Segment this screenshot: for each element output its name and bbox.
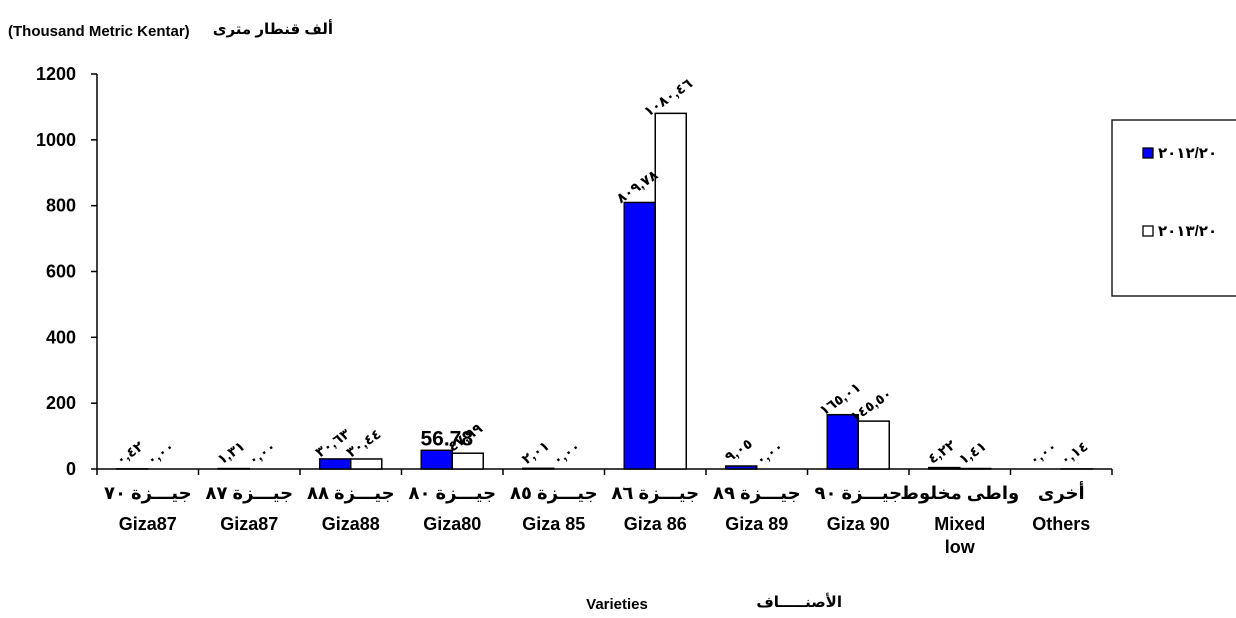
bar-series-1 bbox=[420, 449, 453, 470]
bar-series-1 bbox=[826, 413, 859, 470]
category-label-ar: جيـــزة ٨٦ bbox=[611, 483, 699, 504]
data-label: ٠,٠٠ bbox=[550, 438, 583, 468]
data-label: ٠,١٤ bbox=[1057, 438, 1090, 468]
bar-series-2 bbox=[857, 420, 890, 470]
y-axis: 0 200 400 600 800 1000 1200 bbox=[36, 64, 98, 479]
data-label: ١,٤١ bbox=[956, 437, 989, 467]
data-label: ٨٠٩,٧٨ bbox=[613, 166, 661, 206]
data-label: 56.78 bbox=[420, 427, 473, 450]
category-label-en: Giza80 bbox=[423, 514, 481, 534]
legend-box bbox=[1111, 119, 1236, 297]
x-axis-label-ar: الأصنـــــاف bbox=[756, 593, 842, 611]
category-label-en: Giza88 bbox=[322, 514, 380, 534]
bar-series-1 bbox=[725, 465, 758, 470]
category-label-ar: جيـــزة ٩٠ bbox=[814, 483, 902, 504]
category-label-en: Mixed bbox=[934, 514, 985, 534]
category-label-en: Giza 89 bbox=[725, 514, 788, 534]
legend-swatch bbox=[1142, 225, 1154, 237]
y-tick-label: 0 bbox=[66, 459, 76, 479]
data-label: ٣٠,٤٤ bbox=[343, 425, 383, 460]
category-label-ar: جيـــزة ٨٩ bbox=[713, 483, 801, 504]
bar-series-2 bbox=[654, 112, 687, 470]
category-label-en: Giza 90 bbox=[827, 514, 890, 534]
legend: ٢٠١٢/٢٠ ٢٠١٣/٢٠ bbox=[1111, 119, 1236, 297]
unit-label-en: (Thousand Metric Kentar) bbox=[8, 23, 190, 40]
data-label: ٠,٤٢ bbox=[113, 437, 147, 467]
data-label: ٠,٠٠ bbox=[753, 438, 786, 468]
data-label: ٠,٠٠ bbox=[245, 438, 278, 468]
category-label-ar: جيـــزة ٧٠ bbox=[104, 483, 192, 504]
category-labels: جيـــزة ٧٠ Giza87 جيـــزة ٨٧ Giza87 جيـــزة … bbox=[104, 481, 1090, 557]
category-label-en: Giza 86 bbox=[624, 514, 687, 534]
y-tick-label: 200 bbox=[46, 393, 76, 413]
legend-label: ٢٠١٢/٢٠ bbox=[1158, 145, 1217, 162]
category-label-ar: واطى مخلوط bbox=[900, 483, 1019, 504]
category-label-ar: جيـــزة ٨٠ bbox=[408, 483, 496, 504]
unit-label-ar: ألف قنطار مترى bbox=[213, 19, 333, 38]
data-label: ١,٣١ bbox=[214, 437, 247, 467]
bar-series-1 bbox=[928, 466, 961, 470]
data-label: ٠,٠٠ bbox=[1026, 438, 1059, 468]
bar-series-2 bbox=[451, 452, 484, 470]
data-label: ٣٠,٦٣ bbox=[312, 425, 353, 460]
category-label-en: Giza87 bbox=[220, 514, 278, 534]
legend-swatch bbox=[1142, 147, 1154, 159]
data-label: ٩,٠٥ bbox=[722, 435, 755, 465]
category-label-ar: جيـــزة ٨٧ bbox=[205, 483, 293, 504]
y-tick-label: 1000 bbox=[36, 130, 76, 150]
y-tick-label: 1200 bbox=[36, 64, 76, 84]
y-tick-label: 400 bbox=[46, 327, 76, 347]
y-tick-label: 600 bbox=[46, 262, 76, 282]
bar-series-1 bbox=[319, 458, 352, 470]
category-label-en: Giza87 bbox=[119, 514, 177, 534]
category-label-en: Giza 85 bbox=[522, 514, 585, 534]
category-label-ar: جيـــزة ٨٨ bbox=[307, 483, 395, 504]
bar-series-1 bbox=[522, 467, 555, 470]
category-label-ar: جيـــزة ٨٥ bbox=[510, 483, 598, 504]
data-label: ٤,٢٢ bbox=[925, 436, 959, 466]
x-axis bbox=[96, 468, 1113, 475]
category-label-en: Others bbox=[1032, 514, 1090, 534]
y-tick-label: 800 bbox=[46, 196, 76, 216]
category-label-en: low bbox=[945, 537, 976, 557]
category-label-ar: أخرى bbox=[1038, 481, 1085, 504]
legend-label: ٢٠١٣/٢٠ bbox=[1158, 223, 1217, 240]
x-axis-label-en: Varieties bbox=[586, 596, 648, 613]
bars bbox=[116, 112, 1093, 470]
bar-series-2 bbox=[350, 458, 383, 470]
data-label: ٠,٠٠ bbox=[144, 438, 177, 468]
bar-series-1 bbox=[623, 201, 656, 470]
data-label: ٢,٠١ bbox=[519, 437, 552, 467]
